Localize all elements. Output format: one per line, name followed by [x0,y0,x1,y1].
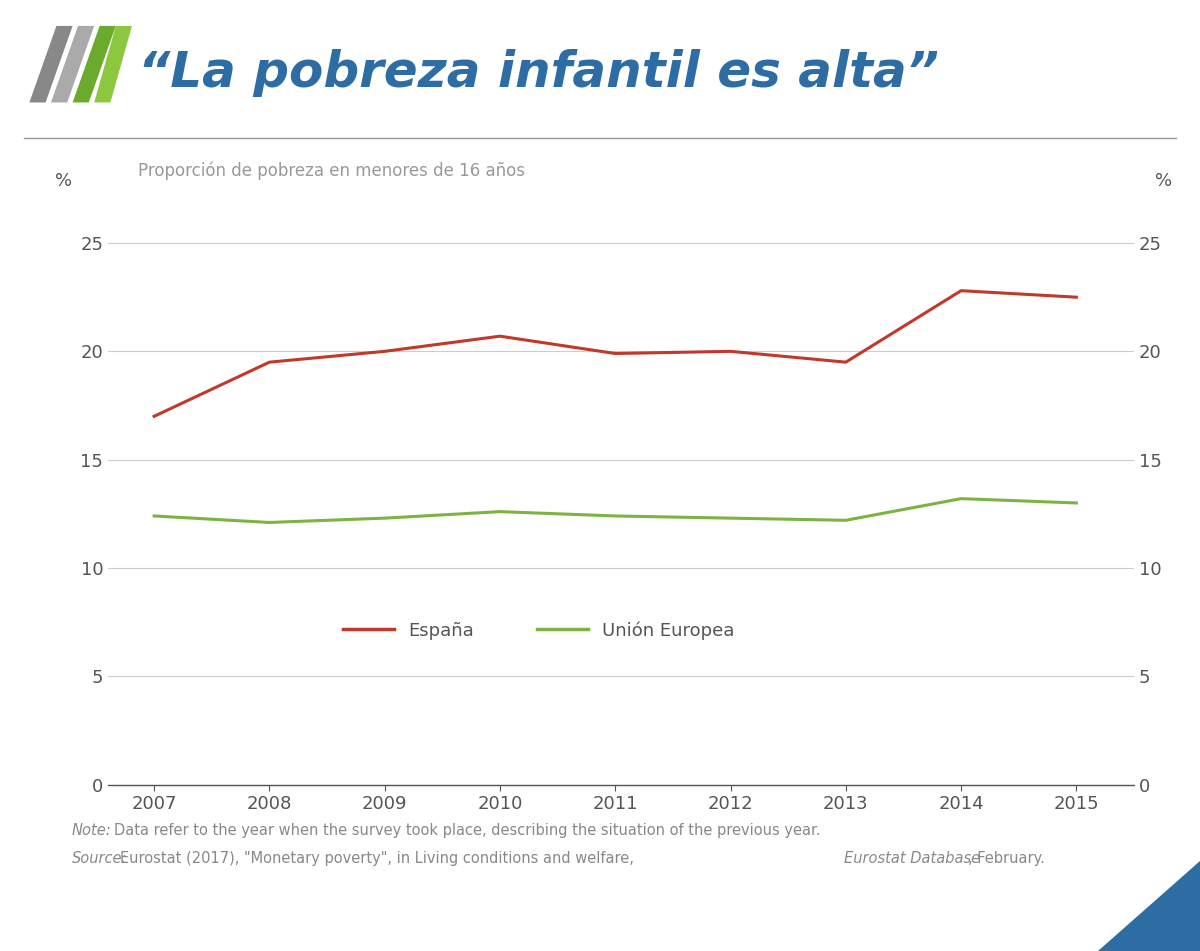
Polygon shape [72,26,116,103]
Text: Data refer to the year when the survey took place, describing the situation of t: Data refer to the year when the survey t… [114,823,821,838]
Legend: España, Unión Europea: España, Unión Europea [336,614,742,647]
Polygon shape [29,26,72,103]
Polygon shape [1098,861,1200,951]
Text: %: % [1154,172,1172,190]
Text: %: % [55,172,72,190]
Text: “La pobreza infantil es alta”: “La pobreza infantil es alta” [138,49,940,97]
Text: Proporción de pobreza en menores de 16 años: Proporción de pobreza en menores de 16 a… [138,162,526,180]
Text: Eurostat Database: Eurostat Database [844,851,979,866]
Text: Source:: Source: [72,851,127,866]
Polygon shape [95,26,132,103]
Text: , February.: , February. [968,851,1045,866]
Text: Note:: Note: [72,823,112,838]
Text: Eurostat (2017), "Monetary poverty", in Living conditions and welfare,: Eurostat (2017), "Monetary poverty", in … [120,851,638,866]
Polygon shape [50,26,95,103]
